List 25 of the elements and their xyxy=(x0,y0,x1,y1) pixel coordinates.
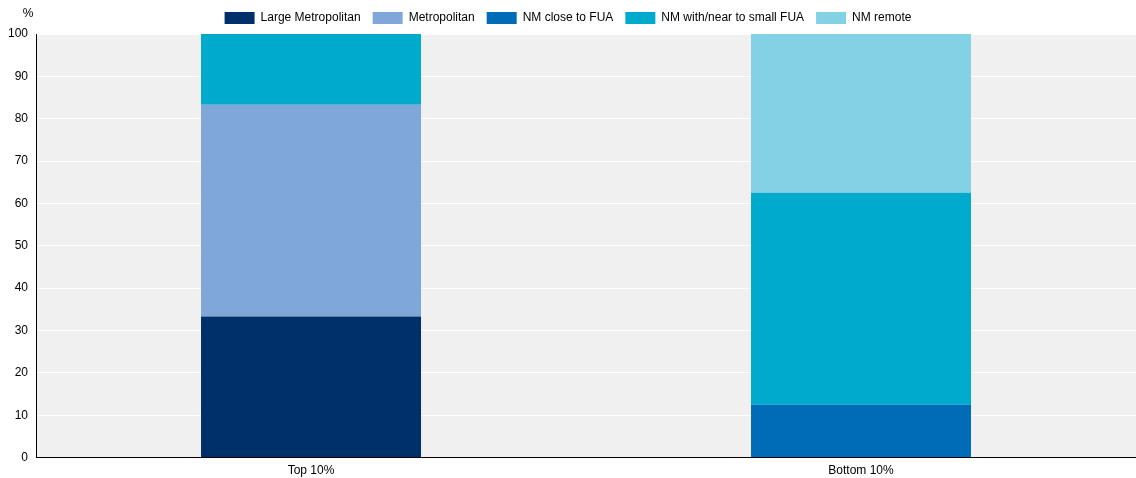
y-tick-label: 90 xyxy=(14,68,29,83)
legend-label: NM remote xyxy=(852,10,912,25)
y-tick-label: 0 xyxy=(21,449,29,464)
y-axis-title: % xyxy=(22,6,34,21)
bar xyxy=(201,316,422,458)
y-tick-label: 60 xyxy=(14,195,29,210)
bar xyxy=(751,192,971,405)
x-tick-label: Bottom 10% xyxy=(828,463,895,478)
legend-label: Large Metropolitan xyxy=(260,10,361,25)
legend-label: NM close to FUA xyxy=(522,10,614,25)
y-tick-label: 80 xyxy=(14,111,29,126)
bar xyxy=(201,34,422,105)
y-tick-label: 30 xyxy=(14,322,29,337)
y-tick-label: 70 xyxy=(14,153,29,168)
x-tick-label: Top 10% xyxy=(287,463,335,478)
y-tick-label: 20 xyxy=(14,365,29,380)
y-tick-label: 100 xyxy=(7,26,29,41)
bar xyxy=(201,104,422,317)
legend-label: Metropolitan xyxy=(408,10,475,25)
legend-label: NM with/near to small FUA xyxy=(661,10,805,25)
bar xyxy=(751,404,971,458)
y-tick-label: 10 xyxy=(14,407,29,422)
y-tick-label: 40 xyxy=(14,280,29,295)
bar xyxy=(751,34,971,193)
y-tick-label: 50 xyxy=(14,238,29,253)
